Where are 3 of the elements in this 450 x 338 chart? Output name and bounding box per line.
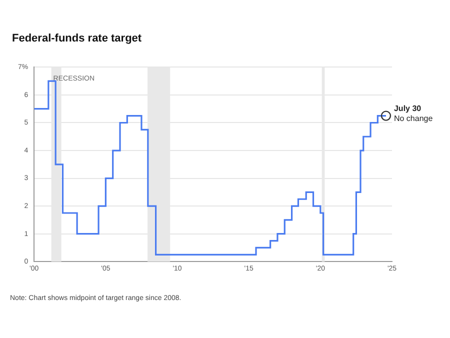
annotation: July 30 <box>394 104 422 114</box>
annotation: No change <box>394 114 434 124</box>
chart-title: Federal-funds rate target <box>12 32 142 45</box>
